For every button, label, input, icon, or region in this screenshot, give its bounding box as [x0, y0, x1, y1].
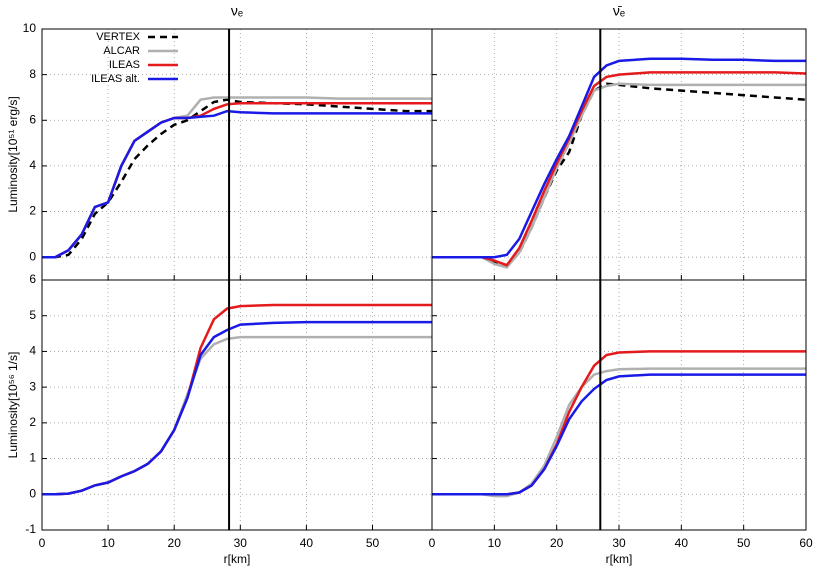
x-tick-label: 0 [39, 536, 46, 550]
y-axis-label: Luminosity[10⁵⁶ 1/s] [6, 352, 20, 459]
x-tick-label: 30 [612, 536, 626, 550]
x-tick-label: 40 [675, 536, 689, 550]
data-line [42, 101, 432, 259]
x-tick-label: 40 [300, 536, 314, 550]
panel-frame [431, 279, 807, 531]
x-tick-label: 20 [168, 536, 182, 550]
legend-label: ALCAR [103, 45, 140, 57]
x-tick-label: 0 [429, 536, 436, 550]
x-tick-label: 50 [737, 536, 751, 550]
data-line [42, 335, 432, 496]
y-tick-label: 4 [29, 158, 36, 172]
x-tick-label: 60 [799, 536, 813, 550]
x-axis-label: r[km] [606, 552, 633, 566]
y-tick-label: 6 [29, 112, 36, 126]
data-line [432, 373, 806, 496]
data-line [42, 303, 432, 496]
x-tick-label: 20 [550, 536, 564, 550]
chart-title: ν̄ₑ [613, 3, 625, 19]
panel-frame [431, 28, 807, 281]
legend-label: VERTEX [96, 31, 140, 43]
x-axis-label: r[km] [224, 552, 251, 566]
x-tick-label: 50 [366, 536, 380, 550]
y-tick-label: 1 [29, 451, 36, 465]
y-tick-label: 2 [29, 204, 36, 218]
data-line [432, 57, 806, 259]
panel-frame [41, 28, 433, 281]
data-line [432, 82, 806, 269]
legend-label: ILEAS alt. [91, 73, 140, 85]
y-tick-label: 2 [29, 415, 36, 429]
x-tick-label: 30 [234, 536, 248, 550]
panel-frame [41, 279, 433, 531]
y-tick-label: -1 [25, 522, 36, 536]
y-tick-label: 10 [23, 21, 37, 35]
y-tick-label: 3 [29, 379, 36, 393]
y-tick-label: 0 [29, 249, 36, 263]
legend-label: ILEAS [109, 59, 140, 71]
y-axis-label: Luminosity[10⁵¹ erg/s] [6, 96, 20, 212]
data-line [42, 109, 432, 259]
x-tick-label: 10 [488, 536, 502, 550]
y-tick-label: 5 [29, 308, 36, 322]
y-tick-label: 4 [29, 344, 36, 358]
x-tick-label: 10 [101, 536, 115, 550]
y-tick-label: 0 [29, 486, 36, 500]
data-line [432, 82, 807, 268]
y-tick-label: 8 [29, 67, 36, 81]
data-line [42, 320, 432, 496]
chart-title: νₑ [231, 3, 243, 19]
data-line [42, 98, 432, 259]
data-line [42, 96, 432, 259]
y-tick-label: 6 [29, 272, 36, 286]
